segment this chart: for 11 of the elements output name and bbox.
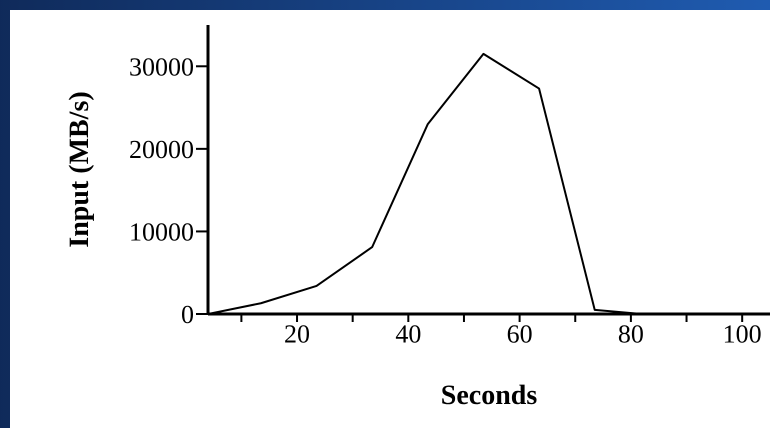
- y-tick-label: 20000: [129, 135, 194, 164]
- x-tick-label: 80: [618, 319, 644, 348]
- x-tick-label: 100: [722, 319, 762, 348]
- y-tick-label: 0: [181, 300, 194, 330]
- y-axis-title: Input (MB/s): [64, 91, 95, 248]
- y-tick-label: 30000: [129, 52, 194, 82]
- x-tick-label: 20: [284, 319, 310, 348]
- x-tick-label: 40: [395, 319, 422, 348]
- x-tick-label: 60: [506, 319, 533, 348]
- x-axis-title: Seconds: [440, 380, 538, 411]
- y-tick-label: 10000: [129, 218, 194, 247]
